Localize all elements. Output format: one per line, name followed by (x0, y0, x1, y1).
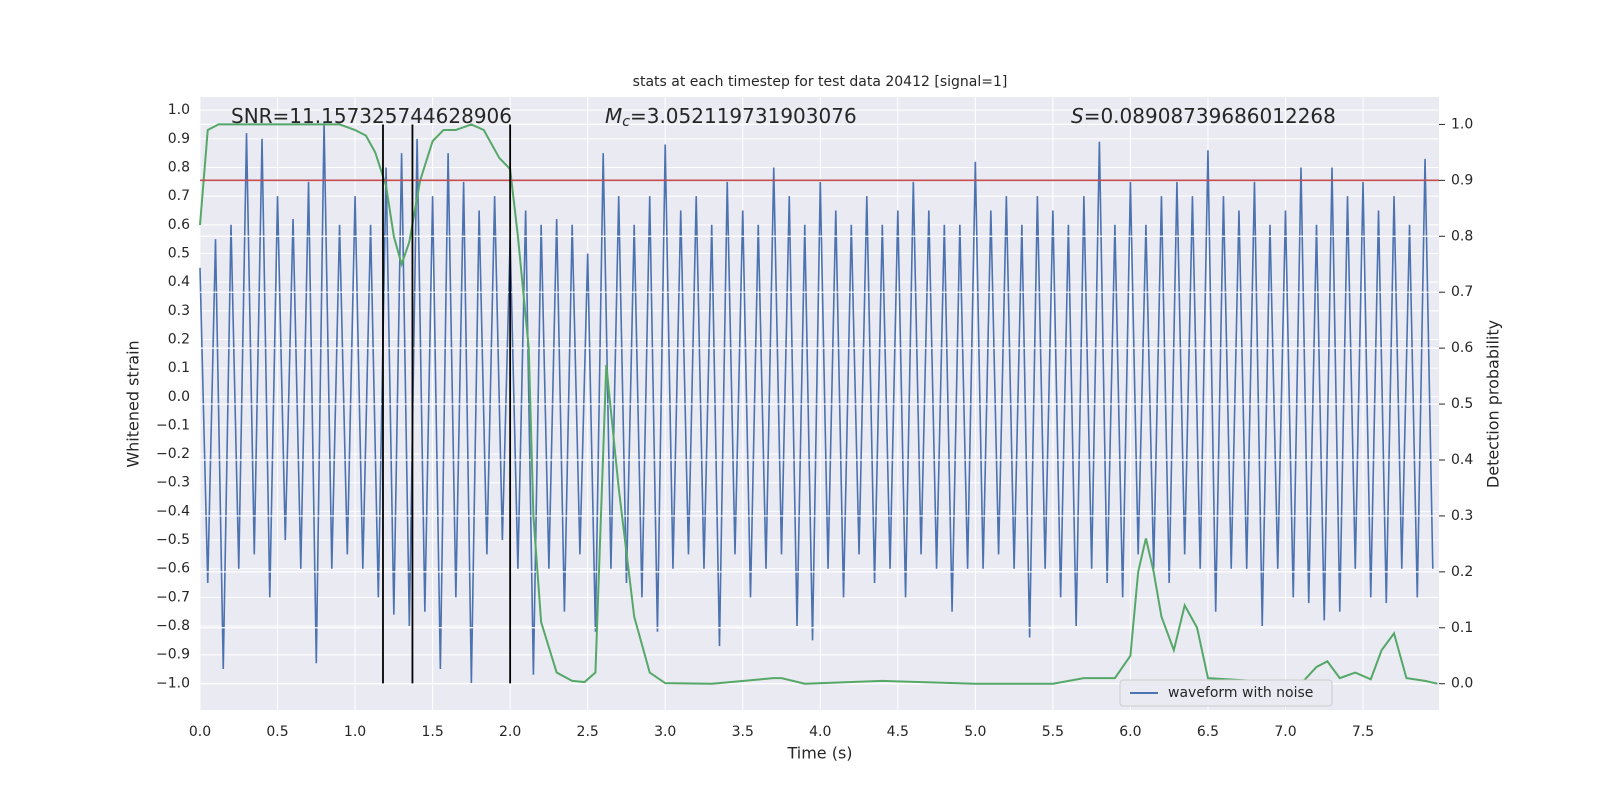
y-tick-label: −0.5 (156, 532, 190, 548)
y-tick-label: −0.6 (156, 561, 190, 577)
x-tick-label: 5.5 (1042, 724, 1064, 740)
y2-tick-label: 0.2 (1451, 564, 1473, 580)
y-axis-label: Whitened strain (124, 340, 143, 467)
y2-tick-label: 0.6 (1451, 340, 1473, 356)
y-tick-label: 0.7 (168, 188, 190, 204)
series-line (199, 121, 1434, 684)
annotation-symbol: M (605, 104, 622, 128)
x-tick-label: 3.0 (654, 724, 676, 740)
y-tick-label: 0.6 (168, 217, 190, 233)
y-tick-label: −1.0 (156, 675, 190, 691)
x-tick-label: 2.5 (577, 724, 599, 740)
y-tick-label: 0.2 (168, 331, 190, 347)
x-tick-label: 0.5 (266, 724, 288, 740)
y2-tick-label: 0.7 (1451, 284, 1473, 300)
x-tick-label: 6.0 (1119, 724, 1141, 740)
y-tick-label: 0.3 (168, 303, 190, 319)
y2-tick-label: 1.0 (1451, 116, 1473, 132)
x-tick-label: 1.0 (344, 724, 366, 740)
annotation: Mc=3.052119731903076 (605, 104, 857, 131)
y-tick-label: 0.8 (168, 159, 190, 175)
annotation-text: =0.08908739686012268 (1084, 104, 1336, 128)
y-tick-label: 1.0 (168, 102, 190, 118)
y-tick-label: 0.1 (168, 360, 190, 376)
legend-box (1119, 679, 1333, 707)
y2-tick-label: 0.3 (1451, 508, 1473, 524)
y2-tick-label: 0.0 (1451, 676, 1473, 692)
chart-title: stats at each timestep for test data 204… (633, 74, 1008, 90)
y-tick-label: 0.5 (168, 245, 190, 261)
x-tick-label: 2.0 (499, 724, 521, 740)
y-tick-label: −0.7 (156, 589, 190, 605)
x-tick-label: 5.0 (964, 724, 986, 740)
annotation-subscript: c (622, 114, 630, 130)
legend-label: waveform with noise (1168, 685, 1313, 701)
y2-tick-label: 0.1 (1451, 620, 1473, 636)
x-tick-label: 6.5 (1197, 724, 1219, 740)
y-tick-label: −0.9 (156, 647, 190, 663)
y2-axis-label: Detection probability (1484, 320, 1503, 488)
y2-tick-label: 0.8 (1451, 228, 1473, 244)
x-tick-label: 1.5 (421, 724, 443, 740)
annotation-symbol: S (1071, 104, 1084, 128)
y-tick-label: 0.4 (168, 274, 190, 290)
x-axis-label: Time (s) (786, 744, 852, 763)
x-tick-label: 7.5 (1352, 724, 1374, 740)
y2-tick-label: 0.4 (1451, 452, 1473, 468)
x-tick-label: 4.0 (809, 724, 831, 740)
y-tick-label: −0.8 (156, 618, 190, 634)
x-tick-label: 4.5 (887, 724, 909, 740)
x-tick-label: 3.5 (732, 724, 754, 740)
annotation: S=0.08908739686012268 (1071, 104, 1336, 128)
y-tick-label: −0.4 (156, 503, 190, 519)
annotation-text: =3.052119731903076 (630, 104, 857, 128)
y-tick-label: 0.0 (168, 389, 190, 405)
y-tick-label: 0.9 (168, 131, 190, 147)
y2-tick-label: 0.9 (1451, 172, 1473, 188)
x-tick-label: 7.0 (1274, 724, 1296, 740)
y2-tick-label: 0.5 (1451, 396, 1473, 412)
annotation-text: SNR=11.157325744628906 (231, 104, 512, 128)
annotation: SNR=11.157325744628906 (231, 104, 512, 128)
x-tick-label: 0.0 (189, 724, 211, 740)
y-tick-label: −0.1 (156, 417, 190, 433)
y-tick-label: −0.3 (156, 475, 190, 491)
y-tick-label: −0.2 (156, 446, 190, 462)
